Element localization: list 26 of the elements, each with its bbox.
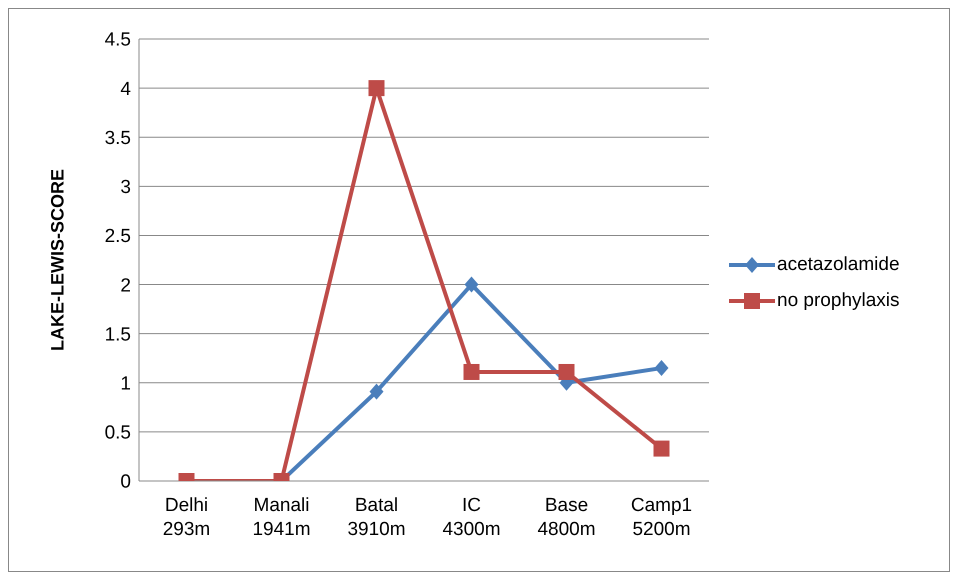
x-tick-label: Camp1 5200m: [630, 495, 692, 540]
point: [370, 384, 384, 400]
y-tick-label: 1: [120, 374, 131, 395]
x-tick-label: IC 4300m: [442, 495, 501, 540]
x-tick-label: Manali 1941m: [252, 495, 311, 540]
point: [464, 276, 478, 293]
x-tick-label: Base 4800m: [537, 495, 596, 540]
y-tick-label: 0.5: [104, 422, 131, 444]
y-tick-label: 0: [120, 472, 131, 493]
point: [368, 80, 384, 96]
y-tick-label: 2: [120, 275, 131, 296]
y-tick-label: 3: [120, 177, 131, 198]
x-tick-label: Batal 3910m: [347, 495, 406, 540]
point: [654, 440, 670, 457]
legend-label: no prophylaxis: [777, 290, 900, 312]
point: [464, 364, 480, 380]
y-tick-label: 1.5: [104, 324, 131, 346]
legend-label: acetazolamide: [777, 254, 900, 276]
y-tick-label: 3.5: [104, 128, 131, 149]
point: [558, 364, 574, 380]
y-axis-title: LAKE-LEWIS-SCORE: [47, 169, 68, 351]
y-tick-label: 2.5: [104, 226, 131, 248]
point: [654, 360, 668, 376]
y-tick-label: 4: [120, 78, 132, 100]
y-tick-label: 4.5: [104, 30, 131, 51]
x-tick-label: Delhi 293m: [162, 495, 210, 540]
